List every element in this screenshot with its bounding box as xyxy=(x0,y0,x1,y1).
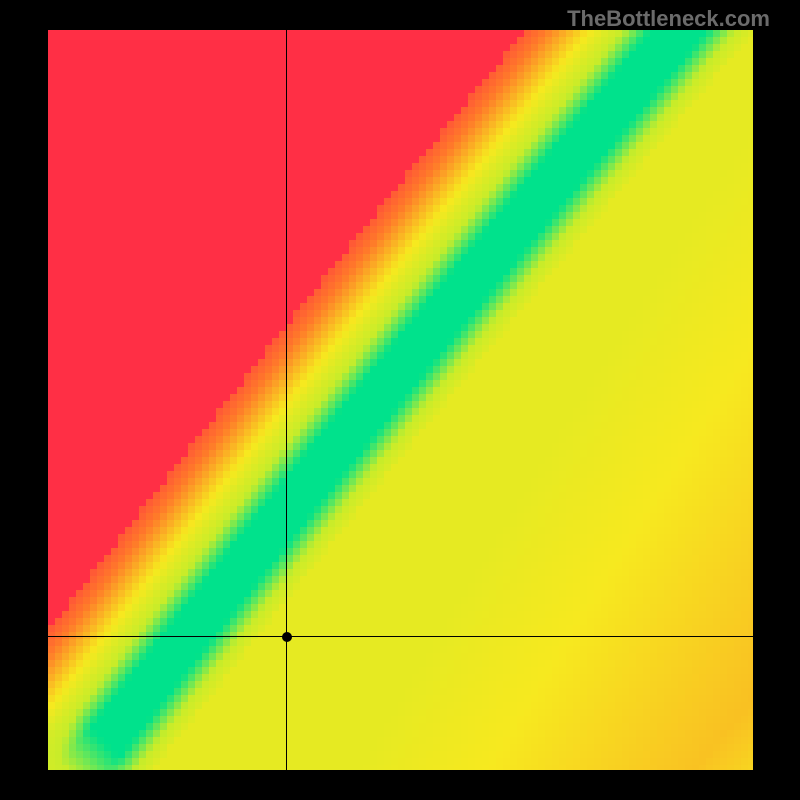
watermark-text: TheBottleneck.com xyxy=(567,6,770,32)
chart-container: TheBottleneck.com xyxy=(0,0,800,800)
crosshair-vertical xyxy=(286,30,287,770)
crosshair-horizontal xyxy=(48,636,753,637)
crosshair-marker xyxy=(282,632,292,642)
bottleneck-heatmap xyxy=(48,30,753,770)
